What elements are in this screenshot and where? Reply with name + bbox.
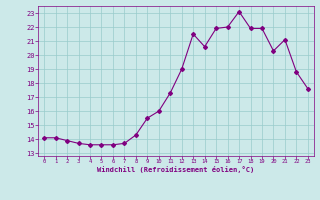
X-axis label: Windchill (Refroidissement éolien,°C): Windchill (Refroidissement éolien,°C) bbox=[97, 166, 255, 173]
